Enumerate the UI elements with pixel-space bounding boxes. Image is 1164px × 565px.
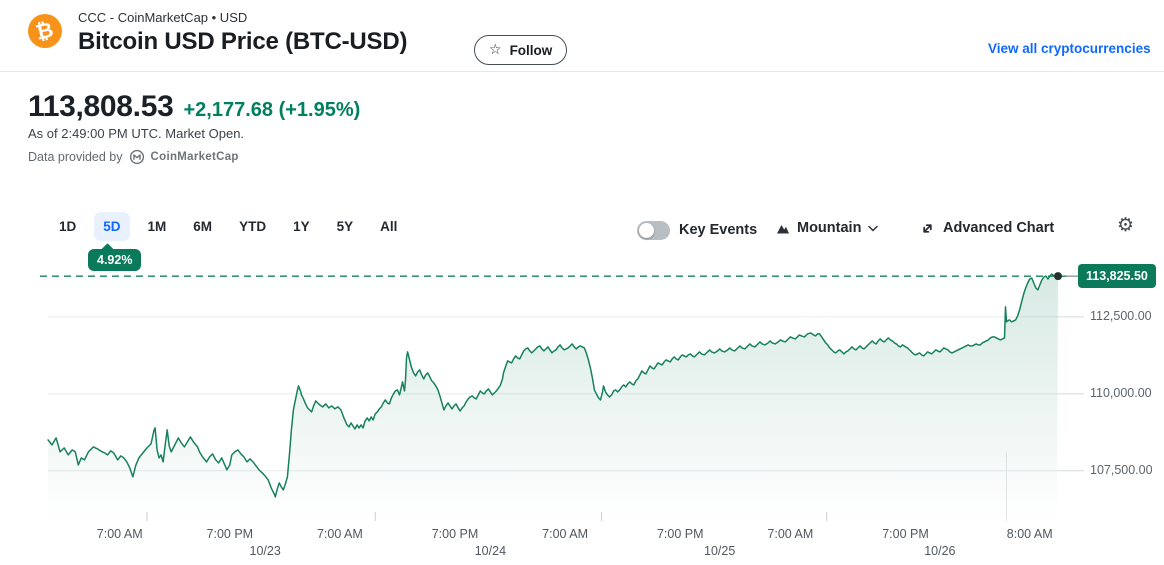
chart-type-dropdown[interactable]: Mountain [776,220,879,236]
range-button-1m[interactable]: 1M [139,212,176,241]
range-button-1d[interactable]: 1D [50,212,85,241]
mountain-icon [777,225,789,234]
settings-gear-icon[interactable]: ⚙ [1117,214,1135,236]
last-price-tag: 113,825.50 [1078,264,1156,289]
advanced-chart-label: Advanced Chart [943,220,1055,236]
as-of-text: As of 2:49:00 PM UTC. Market Open. [28,126,245,141]
bitcoin-logo-icon: ₿ [28,14,62,48]
quote-block: 113,808.53 +2,177.68 (+1.95%) [28,90,360,124]
range-change-badge: 4.92% [88,243,142,271]
data-provider: Data provided by CoinMarketCap [28,149,239,165]
advanced-chart-button[interactable]: Advanced Chart [920,220,1054,236]
chevron-down-icon [868,225,879,232]
price-change-percent: (+1.95%) [278,99,361,121]
range-change-value: 4.92% [97,253,133,267]
header-divider [0,71,1164,72]
range-button-5y[interactable]: 5Y [328,212,363,241]
price-change-amount: +2,177.68 [183,99,274,121]
coinmarketcap-logo-icon [129,149,145,165]
price-change: +2,177.68 (+1.95%) [184,99,361,122]
range-button-5d[interactable]: 5D [94,212,130,241]
range-button-ytd[interactable]: YTD [230,212,275,241]
range-selector: 1D 5D 1M 6M YTD 1Y 5Y All [50,212,406,241]
data-provider-prefix: Data provided by [28,150,123,164]
expand-arrows-icon [923,223,932,233]
follow-button[interactable]: ☆ Follow [474,35,568,65]
chart-type-label: Mountain [797,220,862,236]
key-events-label: Key Events [679,222,758,238]
breadcrumb: CCC - CoinMarketCap • USD [78,10,248,25]
view-all-cryptocurrencies-link[interactable]: View all cryptocurrencies [988,41,1151,56]
key-events-toggle[interactable] [637,221,670,240]
star-icon: ☆ [489,42,502,58]
range-button-6m[interactable]: 6M [184,212,221,241]
current-price: 113,808.53 [28,90,174,123]
toggle-knob [639,223,654,238]
price-chart[interactable] [40,253,1164,525]
page-title: Bitcoin USD Price (BTC-USD) [78,28,408,55]
range-button-all[interactable]: All [371,212,406,241]
data-provider-name: CoinMarketCap [150,151,239,163]
follow-label: Follow [509,42,553,58]
range-button-1y[interactable]: 1Y [284,212,319,241]
